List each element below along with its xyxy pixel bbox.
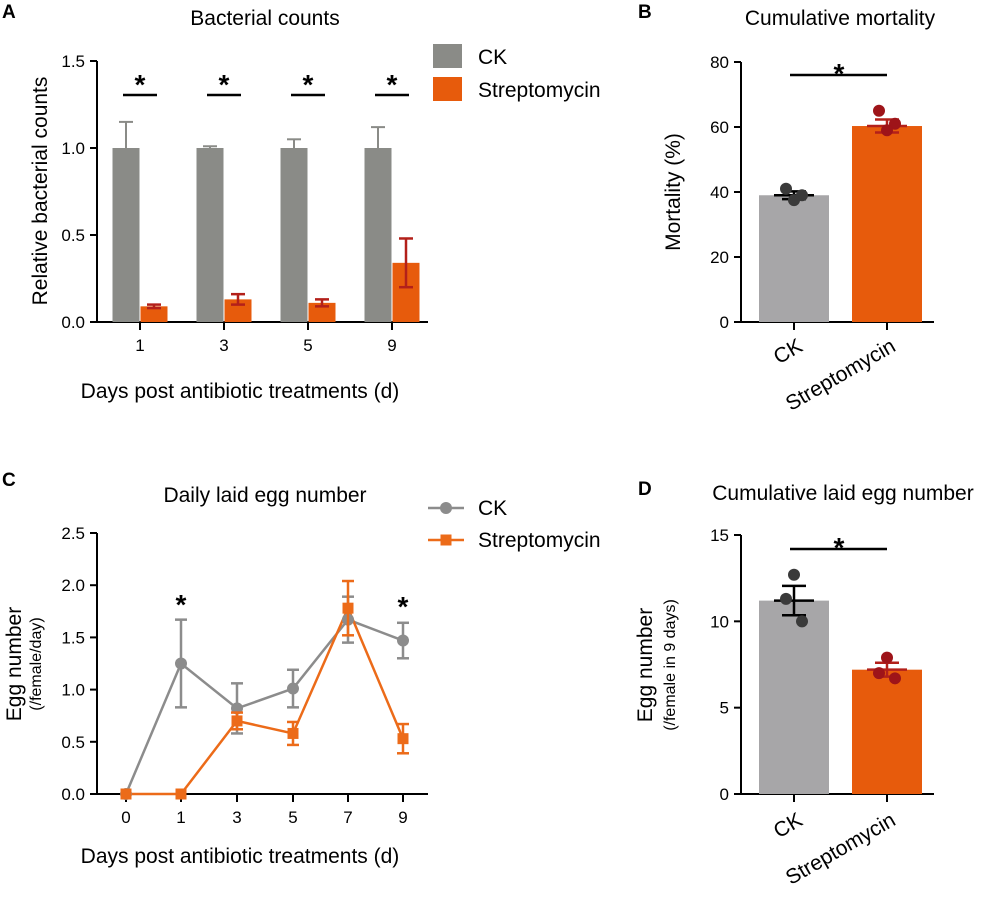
chart-b-point-ck — [788, 194, 800, 207]
chart-d-ytick-label: 15 — [710, 526, 729, 545]
chart-b-sig-star: * — [834, 58, 845, 89]
chart-c-legend-marker-strep — [440, 534, 452, 546]
chart-a-bar-ck — [196, 148, 224, 322]
chart-d-ytick-label: 5 — [720, 699, 729, 718]
chart-a-ytick-label: 0.0 — [61, 313, 85, 332]
chart-a-ylabel: Relative bacterial counts — [29, 77, 52, 306]
chart-c-sig-star: * — [176, 589, 187, 620]
chart-b-bar-strep — [852, 126, 922, 323]
chart-c-point-strep — [120, 788, 132, 800]
chart-a-xlabel: Days post antibiotic treatments (d) — [81, 380, 400, 403]
chart-c-xtick-label: 0 — [121, 808, 130, 827]
chart-d-ytick-label: 0 — [720, 785, 729, 804]
chart-c-ytick-label: 0.5 — [61, 733, 85, 752]
chart-a-title: Bacterial counts — [190, 7, 339, 30]
chart-c-sig-star: * — [398, 591, 409, 622]
chart-c-point-strep — [231, 715, 243, 727]
chart-b-ylabel: Mortality (%) — [662, 133, 685, 251]
chart-a-bar-strep — [140, 306, 168, 322]
chart-c-ylabel-sub: (/female/day) — [28, 617, 45, 710]
chart-b-category-label: CK — [770, 334, 807, 369]
chart-d-point-ck — [796, 615, 808, 628]
chart-c-point-ck — [397, 634, 409, 647]
chart-a-xtick-label: 5 — [303, 336, 312, 355]
chart-c-xlabel: Days post antibiotic treatments (d) — [81, 845, 400, 868]
chart-d-sig-star: * — [834, 532, 845, 563]
chart-c-point-ck — [287, 682, 299, 695]
chart-b-ytick-label: 40 — [710, 183, 729, 202]
chart-b-point-strep — [873, 104, 885, 117]
chart-d-ytick-label: 10 — [710, 612, 729, 631]
panel-label-a: A — [2, 2, 16, 23]
chart-c-line-strep — [126, 605, 405, 796]
chart-c-point-strep — [175, 788, 187, 800]
chart-d-point-strep — [873, 667, 885, 680]
chart-c-line-ck — [124, 618, 404, 795]
chart-c-xtick-label: 3 — [232, 808, 241, 827]
chart-b-point-ck — [780, 182, 792, 195]
chart-a-bar-ck — [280, 148, 308, 322]
chart-a-bar-ck — [364, 148, 392, 322]
chart-a-ytick-label: 0.5 — [61, 226, 85, 245]
chart-a-legend-strep: Streptomycin — [478, 79, 601, 102]
chart-c-title: Daily laid egg number — [163, 484, 366, 507]
chart-c-ytick-label: 2.0 — [61, 576, 85, 595]
chart-b-point-strep — [889, 117, 901, 130]
chart-a-sig-star: * — [219, 69, 230, 100]
chart-c-point-strep — [397, 733, 409, 745]
chart-b-ytick-label: 0 — [720, 313, 729, 332]
chart-a-sig-star: * — [387, 69, 398, 100]
chart-a-xtick-label: 3 — [219, 336, 228, 355]
chart-d-point-ck — [780, 592, 792, 605]
chart-b-bar-ck — [759, 195, 829, 322]
chart-b-ytick-label: 20 — [710, 248, 729, 267]
chart-c-legend-ck: CK — [478, 497, 507, 520]
chart-b-ytick-label: 60 — [710, 118, 729, 137]
chart-d-point-strep — [889, 672, 901, 685]
chart-c-xtick-label: 5 — [288, 808, 297, 827]
chart-c-xtick-label: 9 — [398, 808, 407, 827]
chart-c-ytick-label: 1.0 — [61, 681, 85, 700]
chart-a-legend-swatch-strep — [433, 77, 462, 101]
chart-c-point-ck — [175, 657, 187, 670]
chart-a-ytick-label: 1.5 — [61, 52, 85, 71]
chart-b-ytick-label: 80 — [710, 53, 729, 72]
chart-a-sig-star: * — [303, 69, 314, 100]
chart-b-point-strep — [881, 124, 893, 137]
panel-label-b: B — [638, 2, 652, 23]
chart-a-ytick-label: 1.0 — [61, 139, 85, 158]
chart-d-category-label: CK — [770, 808, 807, 843]
chart-c-xtick-label: 7 — [343, 808, 352, 827]
chart-a-legend-swatch-ck — [433, 44, 462, 68]
chart-d-ylabel-sub: (/female in 9 days) — [662, 599, 679, 731]
chart-a-bar-strep — [308, 302, 336, 322]
chart-c-legend-marker-ck — [440, 502, 452, 514]
chart-a-sig-star: * — [135, 69, 146, 100]
chart-a-bar-ck — [112, 148, 140, 322]
chart-c-ylabel: Egg number — [3, 607, 26, 721]
chart-d-point-strep — [881, 651, 893, 664]
chart-c-point-strep — [342, 602, 354, 614]
chart-b-title: Cumulative mortality — [745, 7, 936, 30]
chart-c-ytick-label: 1.5 — [61, 628, 85, 647]
chart-c-legend-strep: Streptomycin — [478, 529, 601, 552]
chart-d-bar-ck — [759, 600, 829, 794]
panel-label-c: C — [2, 470, 16, 491]
chart-d-ylabel: Egg number — [634, 608, 657, 722]
chart-d-bar-strep — [852, 669, 922, 794]
chart-c-ytick-label: 2.5 — [61, 524, 85, 543]
chart-a-legend-ck: CK — [478, 46, 507, 69]
chart-c-ytick-label: 0.0 — [61, 785, 85, 804]
panel-label-d: D — [638, 479, 652, 500]
chart-a-xtick-label: 9 — [387, 336, 396, 355]
chart-c-xtick-label: 1 — [176, 808, 185, 827]
chart-c-point-strep — [287, 727, 299, 739]
chart-d-point-ck — [788, 568, 800, 581]
chart-a-xtick-label: 1 — [135, 336, 144, 355]
chart-d-title: Cumulative laid egg number — [712, 482, 973, 505]
